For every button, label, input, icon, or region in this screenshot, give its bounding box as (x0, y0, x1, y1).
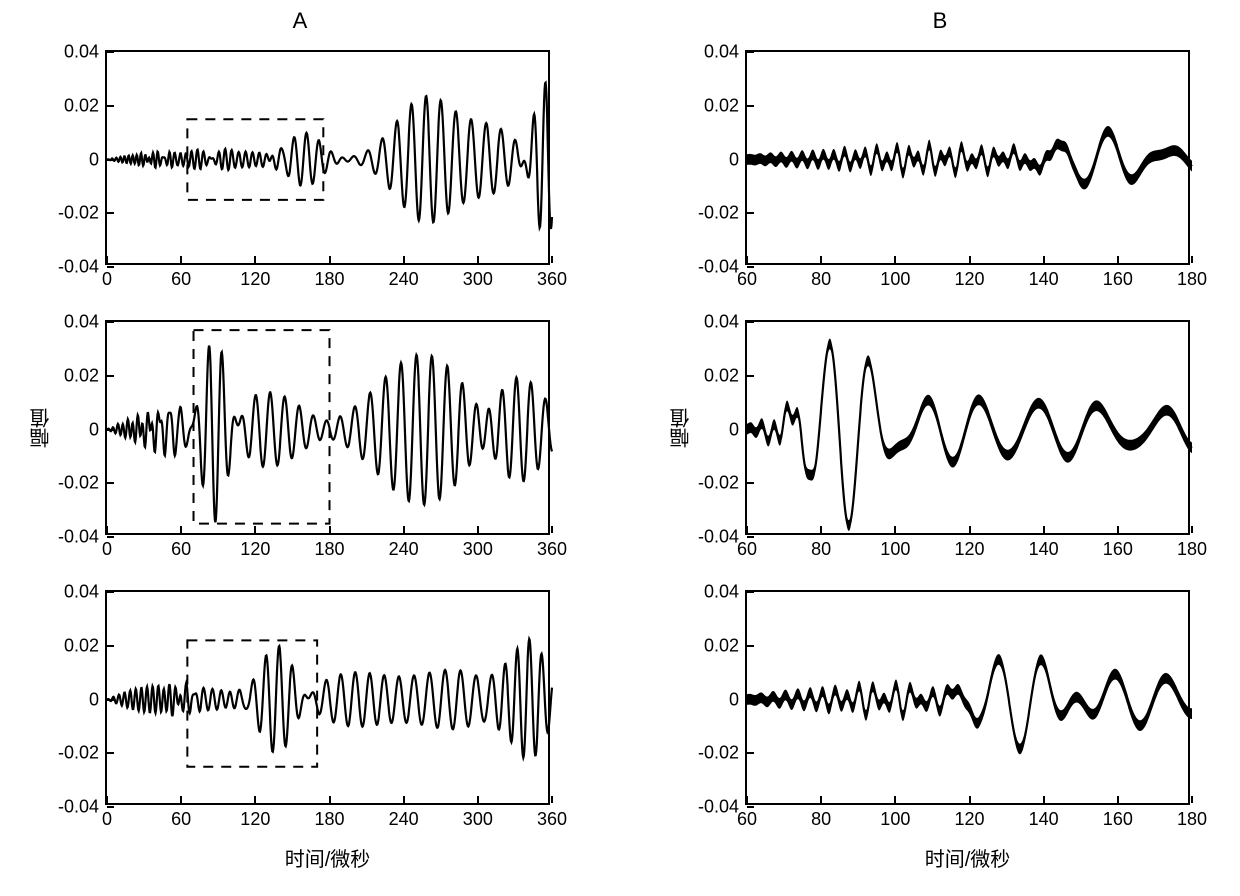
ytick-label: 0.02 (704, 95, 747, 116)
xtick-label: 120 (954, 533, 984, 560)
ytick-label: -0.04 (698, 797, 747, 818)
ytick-label: 0.02 (64, 365, 107, 386)
xtick-label: 100 (880, 803, 910, 830)
xtick-label: 60 (171, 263, 191, 290)
ytick-label: -0.04 (698, 257, 747, 278)
ytick-label: -0.02 (698, 203, 747, 224)
ytick-label: 0.02 (64, 635, 107, 656)
ytick-label: 0 (729, 419, 747, 440)
xtick-label: 80 (811, 803, 831, 830)
ytick-label: 0.02 (64, 95, 107, 116)
ytick-label: 0.04 (64, 582, 107, 603)
xtick-label: 60 (171, 533, 191, 560)
xtick-label: 180 (314, 263, 344, 290)
ytick-label: 0 (89, 689, 107, 710)
ytick-label: 0.04 (64, 42, 107, 63)
subplot-b3: 6080100120140160180-0.04-0.0200.020.04 (745, 590, 1190, 805)
ytick-label: 0.02 (704, 365, 747, 386)
subplot-a3: 060120180240300360-0.04-0.0200.020.04 (105, 590, 550, 805)
ytick-label: 0 (89, 149, 107, 170)
xtick-label: 120 (954, 263, 984, 290)
yaxis-label-a: 幅值 (27, 408, 56, 448)
ytick-label: -0.02 (698, 473, 747, 494)
ytick-label: -0.04 (58, 257, 107, 278)
ytick-label: -0.02 (58, 473, 107, 494)
xaxis-label-b: 时间/微秒 (925, 843, 1011, 872)
ytick-label: 0.04 (704, 312, 747, 333)
signal-plot (107, 52, 552, 267)
ytick-label: -0.02 (58, 203, 107, 224)
subplot-a2: 060120180240300360-0.04-0.0200.020.04 (105, 320, 550, 535)
xtick-label: 360 (537, 263, 567, 290)
xtick-label: 180 (314, 533, 344, 560)
ytick-label: 0.02 (704, 635, 747, 656)
ytick-label: 0 (729, 149, 747, 170)
ytick-label: -0.04 (58, 797, 107, 818)
xtick-label: 160 (1103, 533, 1133, 560)
xtick-label: 80 (811, 533, 831, 560)
xtick-label: 240 (389, 803, 419, 830)
xtick-label: 180 (1177, 533, 1207, 560)
xtick-label: 360 (537, 803, 567, 830)
ytick-label: 0.04 (64, 312, 107, 333)
xtick-label: 60 (171, 803, 191, 830)
xtick-label: 120 (240, 803, 270, 830)
xaxis-label-a: 时间/微秒 (285, 843, 371, 872)
xtick-label: 300 (463, 533, 493, 560)
ytick-label: -0.04 (58, 527, 107, 548)
yaxis-label-b: 幅值 (667, 408, 696, 448)
signal-plot (107, 592, 552, 807)
xtick-label: 240 (389, 263, 419, 290)
xtick-label: 180 (1177, 803, 1207, 830)
xtick-label: 160 (1103, 263, 1133, 290)
waveform-line (747, 344, 1192, 526)
xtick-label: 160 (1103, 803, 1133, 830)
xtick-label: 140 (1029, 263, 1059, 290)
ytick-label: -0.04 (698, 527, 747, 548)
xtick-label: 80 (811, 263, 831, 290)
xtick-label: 140 (1029, 803, 1059, 830)
subplot-a1: 060120180240300360-0.04-0.0200.020.04 (105, 50, 550, 265)
subplot-b1: 6080100120140160180-0.04-0.0200.020.04 (745, 50, 1190, 265)
xtick-label: 180 (1177, 263, 1207, 290)
xtick-label: 140 (1029, 533, 1059, 560)
xtick-label: 360 (537, 533, 567, 560)
ytick-label: 0 (89, 419, 107, 440)
subplot-b2: 6080100120140160180-0.04-0.0200.020.04 (745, 320, 1190, 535)
column-a-title: A (293, 8, 308, 34)
xtick-label: 120 (954, 803, 984, 830)
signal-plot (747, 592, 1192, 807)
signal-plot (747, 322, 1192, 537)
xtick-label: 300 (463, 263, 493, 290)
waveform-line (107, 639, 552, 758)
figure-root: A B 幅值 幅值 时间/微秒 时间/微秒 060120180240300360… (0, 0, 1240, 896)
ytick-label: 0.04 (704, 42, 747, 63)
waveform-line (107, 83, 552, 229)
ytick-label: 0 (729, 689, 747, 710)
signal-plot (747, 52, 1192, 267)
ytick-label: -0.02 (58, 743, 107, 764)
xtick-label: 120 (240, 263, 270, 290)
xtick-label: 100 (880, 263, 910, 290)
xtick-label: 240 (389, 533, 419, 560)
ytick-label: -0.02 (698, 743, 747, 764)
signal-plot (107, 322, 552, 537)
xtick-label: 180 (314, 803, 344, 830)
xtick-label: 100 (880, 533, 910, 560)
ytick-label: 0.04 (704, 582, 747, 603)
xtick-label: 300 (463, 803, 493, 830)
xtick-label: 120 (240, 533, 270, 560)
column-b-title: B (933, 8, 948, 34)
